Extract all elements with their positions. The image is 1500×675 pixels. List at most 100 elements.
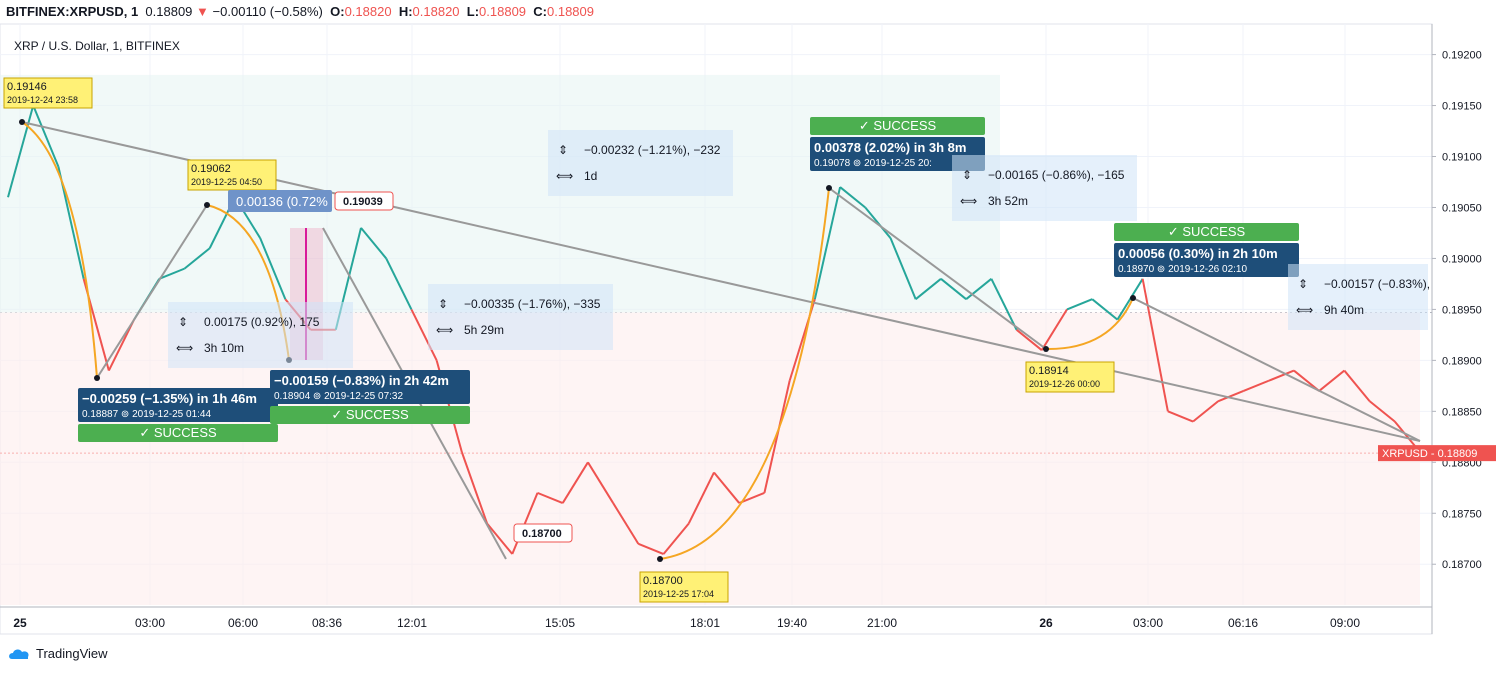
- range-price: 0.00175 (0.92%), 175: [204, 315, 320, 329]
- success-badge: [810, 117, 985, 135]
- tradingview-logo[interactable]: TradingView: [8, 646, 108, 661]
- range-width-icon: ⟺: [1296, 303, 1313, 317]
- price-line-segment: [259, 237, 287, 300]
- result-sub: 0.19078 ⊚ 2019-12-25 20:: [814, 158, 932, 169]
- anchor-point[interactable]: [657, 556, 663, 562]
- high-label: H:: [398, 4, 413, 19]
- price-line-segment: [460, 451, 489, 524]
- price-note-time: 2019-12-24 23:58: [7, 95, 78, 105]
- range-box[interactable]: [168, 302, 353, 368]
- price-chart[interactable]: 0.19146 2019-12-24 23:58 0.19062 2019-12-25…: [0, 0, 1500, 640]
- price-line-segment: [158, 267, 185, 280]
- price-line-segment: [763, 380, 791, 494]
- price-change: −0.00110 (−0.58%): [212, 4, 323, 19]
- price-line-segment: [183, 247, 211, 270]
- range-height-icon: ⇕: [178, 315, 188, 329]
- price-line-segment: [1141, 278, 1169, 412]
- y-tick-label: 0.18750: [1442, 508, 1482, 520]
- range-duration: 1d: [584, 169, 597, 183]
- symbol-name: BITFINEX:XRPUSD, 1: [6, 4, 139, 19]
- success-label: ✓ SUCCESS: [859, 118, 937, 133]
- anchor-point[interactable]: [204, 202, 210, 208]
- open-label: O:: [330, 4, 345, 19]
- arc-projection[interactable]: [659, 187, 830, 560]
- y-tick-label: 0.19150: [1442, 101, 1482, 113]
- trend-line[interactable]: [828, 187, 1047, 350]
- price-line-segment: [813, 186, 842, 300]
- price-note[interactable]: [639, 571, 729, 603]
- price-line-segment: [940, 278, 967, 300]
- price-line-segment: [561, 461, 589, 504]
- price-line-segment: [1368, 400, 1396, 423]
- range-price: −0.00157 (−0.83%),: [1324, 277, 1430, 291]
- chart-legend-title: XRP / U.S. Dollar, 1, BITFINEX: [14, 39, 180, 53]
- result-main: 0.00056 (0.30%) in 2h 10m: [1118, 246, 1278, 261]
- price-line-segment: [839, 186, 866, 209]
- x-tick-label: 03:00: [135, 616, 165, 630]
- range-box[interactable]: [548, 130, 733, 196]
- price-line-segment: [385, 257, 413, 310]
- success-label: ✓ SUCCESS: [139, 425, 217, 440]
- price-line-segment: [687, 472, 715, 524]
- price-note-time: 2019-12-25 17:04: [643, 589, 714, 599]
- result-box[interactable]: [78, 388, 278, 422]
- price-line-segment: [1192, 400, 1219, 423]
- price-note-value: 0.19146: [7, 81, 47, 93]
- range-width-icon: ⟺: [556, 169, 573, 183]
- result-box[interactable]: [1114, 243, 1299, 277]
- range-height-icon: ⇕: [1298, 277, 1308, 291]
- anchor-point[interactable]: [1043, 346, 1049, 352]
- range-duration: 3h 10m: [204, 341, 244, 355]
- range-height-icon: ⇕: [438, 297, 448, 311]
- price-line-segment: [410, 308, 438, 361]
- anchor-point[interactable]: [826, 185, 832, 191]
- last-price-label: XRPUSD - 0.18809: [1382, 448, 1477, 460]
- price-note-value: 0.18914: [1029, 365, 1069, 377]
- y-tick-label: 0.18950: [1442, 304, 1482, 316]
- price-line-segment: [612, 502, 640, 545]
- result-main: −0.00159 (−0.83%) in 2h 42m: [274, 373, 449, 388]
- range-box[interactable]: [952, 155, 1137, 221]
- anchor-point[interactable]: [94, 375, 100, 381]
- result-box[interactable]: [810, 137, 985, 171]
- anchor-point[interactable]: [19, 119, 25, 125]
- success-badge: [270, 406, 470, 424]
- price-line-segment: [1091, 298, 1119, 321]
- range-price: −0.00335 (−1.76%), −335: [464, 297, 601, 311]
- above-baseline-fill: [0, 74, 1000, 313]
- price-line-segment: [990, 278, 1018, 331]
- result-box[interactable]: [270, 370, 470, 404]
- anchor-point[interactable]: [1130, 295, 1136, 301]
- range-height-icon: ⇕: [558, 143, 568, 157]
- trend-line[interactable]: [1132, 297, 1421, 442]
- price-line-segment: [1040, 308, 1068, 351]
- close-value: 0.18809: [547, 4, 594, 19]
- result-sub: 0.18887 ⊚ 2019-12-25 01:44: [82, 409, 211, 420]
- trend-line[interactable]: [96, 204, 208, 379]
- range-width-icon: ⟺: [436, 323, 453, 337]
- arc-projection[interactable]: [1045, 297, 1134, 351]
- measure-label-box[interactable]: [228, 190, 332, 212]
- range-box[interactable]: [1288, 264, 1428, 330]
- result-sub: 0.18970 ⊚ 2019-12-26 02:10: [1118, 264, 1247, 275]
- range-price: −0.00165 (−0.86%), −165: [988, 168, 1125, 182]
- x-tick-label: 18:01: [690, 616, 720, 630]
- success-badge: [78, 424, 278, 442]
- y-tick-label: 0.18900: [1442, 355, 1482, 367]
- arc-projection[interactable]: [21, 121, 98, 379]
- result-main: 0.00378 (2.02%) in 3h 8m: [814, 140, 966, 155]
- price-line-segment: [1015, 329, 1043, 351]
- price-note[interactable]: [187, 159, 277, 191]
- price-tag[interactable]: [513, 523, 573, 543]
- x-tick-label: 25: [13, 616, 27, 630]
- last-price-badge: [1378, 445, 1496, 462]
- price-note-time: 2019-12-25 04:50: [191, 177, 262, 187]
- price-note[interactable]: [3, 77, 93, 109]
- price-note[interactable]: [1025, 361, 1115, 393]
- price-note-time: 2019-12-26 00:00: [1029, 379, 1100, 389]
- x-tick-label: 09:00: [1330, 616, 1360, 630]
- price-tag[interactable]: [334, 191, 394, 211]
- x-tick-label: 15:05: [545, 616, 575, 630]
- range-box[interactable]: [428, 284, 613, 350]
- range-duration: 3h 52m: [988, 194, 1028, 208]
